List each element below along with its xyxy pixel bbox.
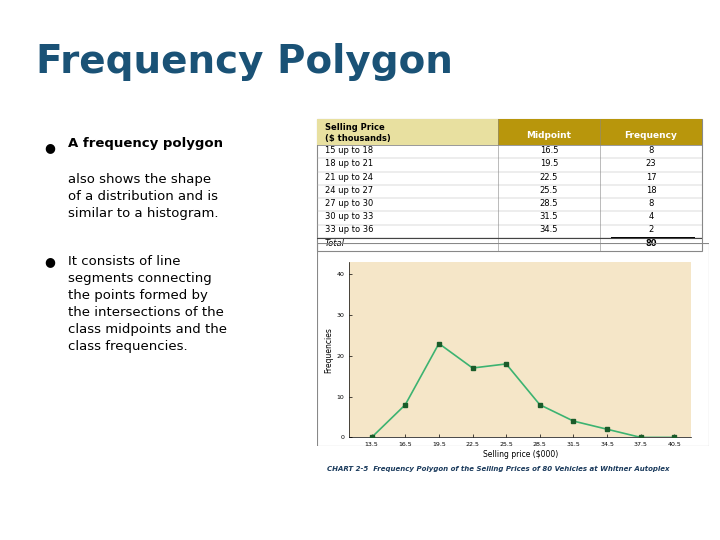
Circle shape: [109, 32, 438, 130]
Y-axis label: Frequencies: Frequencies: [325, 327, 333, 373]
Text: ●: ●: [44, 141, 55, 154]
Text: 21 up to 24: 21 up to 24: [325, 172, 372, 181]
Text: 31.5: 31.5: [539, 212, 558, 221]
Text: 28.5: 28.5: [539, 199, 558, 208]
FancyBboxPatch shape: [317, 119, 498, 145]
Text: 19.5: 19.5: [540, 159, 558, 168]
Text: A frequency polygon: A frequency polygon: [68, 137, 223, 150]
FancyBboxPatch shape: [317, 119, 702, 251]
Text: 16: 16: [22, 516, 44, 530]
Text: 30 up to 33: 30 up to 33: [325, 212, 373, 221]
Text: 15 up to 18: 15 up to 18: [325, 146, 373, 155]
Text: 4: 4: [648, 212, 654, 221]
X-axis label: Selling price ($000): Selling price ($000): [482, 450, 558, 459]
Text: 18 up to 21: 18 up to 21: [325, 159, 373, 168]
Text: 27 up to 30: 27 up to 30: [325, 199, 373, 208]
FancyBboxPatch shape: [498, 119, 702, 145]
Text: 22.5: 22.5: [540, 172, 558, 181]
Text: 8: 8: [648, 146, 654, 155]
Text: 33 up to 36: 33 up to 36: [325, 225, 373, 234]
Text: 80: 80: [645, 239, 657, 248]
Text: Total: Total: [325, 239, 344, 248]
Text: 8: 8: [648, 199, 654, 208]
Text: 34.5: 34.5: [539, 225, 558, 234]
Text: Frequency Polygon: Frequency Polygon: [36, 43, 453, 81]
Text: 17: 17: [646, 172, 656, 181]
Text: 24 up to 27: 24 up to 27: [325, 186, 373, 195]
Text: Midpoint: Midpoint: [526, 131, 572, 140]
Text: Selling Price
($ thousands): Selling Price ($ thousands): [325, 123, 390, 143]
Text: 2: 2: [648, 225, 654, 234]
Text: 23: 23: [646, 159, 656, 168]
Text: Frequency: Frequency: [624, 131, 678, 140]
Text: also shows the shape
of a distribution and is
similar to a histogram.: also shows the shape of a distribution a…: [68, 173, 219, 220]
Text: ●: ●: [44, 255, 55, 268]
Text: 25.5: 25.5: [540, 186, 558, 195]
Text: 18: 18: [646, 186, 656, 195]
Text: CHART 2-5  Frequency Polygon of the Selling Prices of 80 Vehicles at Whitner Aut: CHART 2-5 Frequency Polygon of the Selli…: [328, 465, 670, 471]
Text: 16.5: 16.5: [539, 146, 558, 155]
Text: It consists of line
segments connecting
the points formed by
the intersections o: It consists of line segments connecting …: [68, 255, 227, 353]
